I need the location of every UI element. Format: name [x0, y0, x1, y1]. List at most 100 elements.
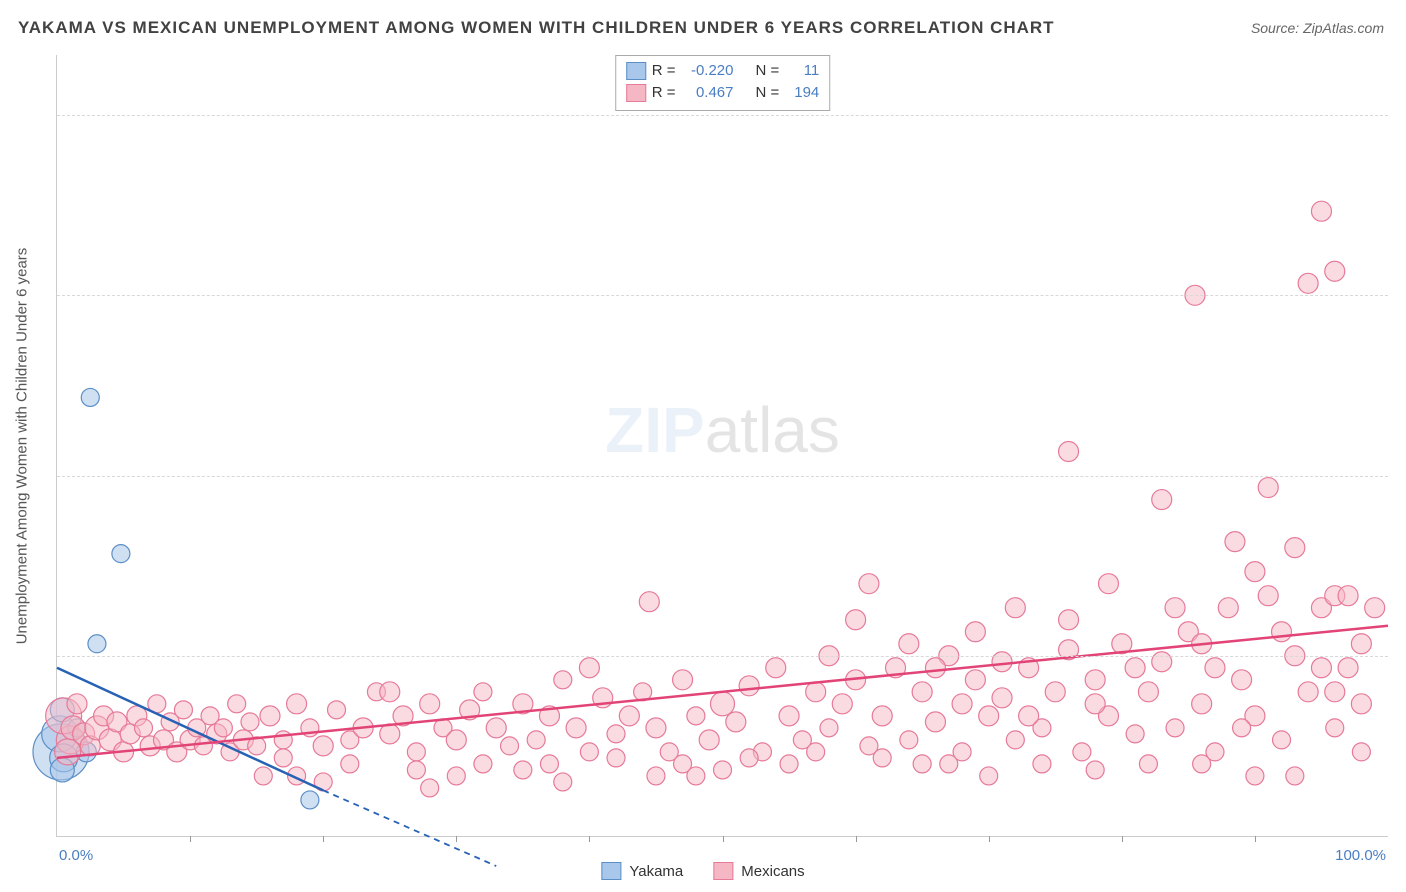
data-point [380, 682, 400, 702]
x-tick-mark [989, 836, 990, 842]
data-point [1218, 598, 1238, 618]
x-tick-mark [323, 836, 324, 842]
gridline-h [57, 476, 1388, 477]
data-point [1006, 731, 1024, 749]
gridline-h [57, 115, 1388, 116]
data-point [1233, 719, 1251, 737]
data-point [711, 692, 735, 716]
data-point [1085, 670, 1105, 690]
data-point [112, 545, 130, 563]
data-point [639, 592, 659, 612]
data-point [806, 682, 826, 702]
x-tick-mark [856, 836, 857, 842]
x-tick-mark [723, 836, 724, 842]
stat-n-label: N = [756, 60, 780, 82]
data-point [1365, 598, 1385, 618]
data-point [965, 622, 985, 642]
data-point [766, 658, 786, 678]
data-point [1138, 682, 1158, 702]
data-point [619, 706, 639, 726]
data-point [527, 731, 545, 749]
data-point [254, 767, 272, 785]
data-point [1326, 719, 1344, 737]
data-point [1085, 694, 1105, 714]
data-point [540, 755, 558, 773]
data-point [980, 767, 998, 785]
stat-n-value-yakama: 11 [785, 60, 819, 82]
x-tick-mark [190, 836, 191, 842]
legend-label-mexicans: Mexicans [741, 863, 804, 880]
x-tick-mark [1255, 836, 1256, 842]
data-point [846, 610, 866, 630]
x-tick-mark [1122, 836, 1123, 842]
data-point [81, 388, 99, 406]
data-point [287, 694, 307, 714]
data-point [67, 694, 87, 714]
yakama-swatch-icon [601, 862, 621, 880]
data-point [260, 706, 280, 726]
data-point [1139, 755, 1157, 773]
data-point [241, 713, 259, 731]
data-point [899, 634, 919, 654]
data-point [214, 719, 232, 737]
x-min-label: 0.0% [59, 847, 93, 864]
data-point [1005, 598, 1025, 618]
plot-area: R = -0.220 N = 11 R = 0.467 N = 194 ZIPa… [56, 55, 1388, 837]
data-point [965, 670, 985, 690]
stats-row-yakama: R = -0.220 N = 11 [626, 60, 820, 82]
mexicans-swatch-icon [713, 862, 733, 880]
data-point [1338, 586, 1358, 606]
data-point [1045, 682, 1065, 702]
data-point [486, 718, 506, 738]
data-point [1019, 706, 1039, 726]
gridline-h [57, 656, 1388, 657]
data-point [1152, 652, 1172, 672]
data-point [274, 749, 292, 767]
data-point [925, 658, 945, 678]
data-point [1311, 658, 1331, 678]
data-point [1351, 634, 1371, 654]
data-point [421, 779, 439, 797]
data-point [739, 676, 759, 696]
data-point [913, 755, 931, 773]
data-point [1273, 731, 1291, 749]
data-point [1285, 538, 1305, 558]
data-point [779, 706, 799, 726]
data-point [554, 773, 572, 791]
data-point [1311, 201, 1331, 221]
legend-item-mexicans: Mexicans [713, 862, 804, 880]
data-point [566, 718, 586, 738]
data-point [474, 683, 492, 701]
data-point [501, 737, 519, 755]
data-point [420, 694, 440, 714]
bottom-legend: Yakama Mexicans [601, 862, 804, 880]
data-point [341, 755, 359, 773]
y-axis-title: Unemployment Among Women with Children U… [14, 248, 31, 645]
data-point [872, 706, 892, 726]
stat-r-value-mexicans: 0.467 [682, 82, 734, 104]
data-point [992, 652, 1012, 672]
data-point [1232, 670, 1252, 690]
legend-label-yakama: Yakama [629, 863, 683, 880]
data-point [579, 658, 599, 678]
data-point [873, 749, 891, 767]
data-point [687, 707, 705, 725]
data-point [1338, 658, 1358, 678]
data-point [1098, 574, 1118, 594]
data-point [726, 712, 746, 732]
data-point [780, 755, 798, 773]
data-point [687, 767, 705, 785]
data-point [88, 635, 106, 653]
y-tick-label: 15.0% [1398, 647, 1406, 664]
data-point [646, 718, 666, 738]
data-point [380, 724, 400, 744]
data-point [446, 730, 466, 750]
data-point [1073, 743, 1091, 761]
data-point [1286, 767, 1304, 785]
y-tick-label: 60.0% [1398, 107, 1406, 124]
trend-line-dashed [323, 790, 496, 866]
data-point [900, 731, 918, 749]
data-point [1225, 532, 1245, 552]
data-point [1298, 682, 1318, 702]
stat-r-label: R = [652, 82, 676, 104]
